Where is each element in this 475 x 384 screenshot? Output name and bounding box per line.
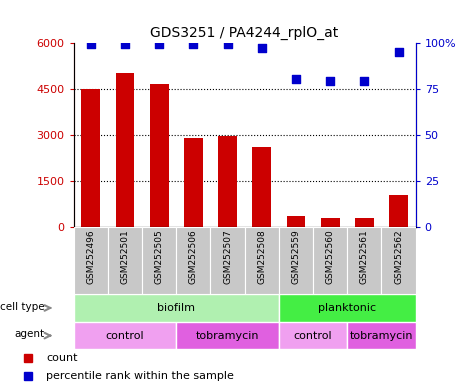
Text: GSM252562: GSM252562 [394, 229, 403, 284]
Text: tobramycin: tobramycin [350, 331, 413, 341]
Bar [313, 227, 347, 294]
Point [224, 41, 231, 48]
Point [292, 76, 300, 83]
Point [155, 41, 163, 48]
Text: GSM252496: GSM252496 [86, 229, 95, 284]
Bar [115, 73, 134, 227]
Bar [347, 322, 416, 349]
Point [121, 41, 129, 48]
Text: control: control [105, 331, 144, 341]
Text: GSM252501: GSM252501 [121, 229, 129, 284]
Bar [355, 218, 374, 227]
Text: cell type: cell type [0, 301, 44, 311]
Bar [321, 218, 340, 227]
Bar [279, 294, 416, 322]
Bar [245, 227, 279, 294]
Point [326, 78, 334, 84]
Title: GDS3251 / PA4244_rplO_at: GDS3251 / PA4244_rplO_at [151, 26, 339, 40]
Point [258, 45, 266, 51]
Bar [74, 294, 279, 322]
Bar [279, 227, 313, 294]
Point [395, 49, 402, 55]
Bar [347, 227, 381, 294]
Text: count: count [46, 353, 77, 362]
Point [87, 41, 95, 48]
Text: GSM252559: GSM252559 [292, 229, 300, 284]
Text: percentile rank within the sample: percentile rank within the sample [46, 371, 234, 381]
Bar [150, 84, 169, 227]
Bar [286, 216, 305, 227]
Point [361, 78, 368, 84]
Text: GSM252506: GSM252506 [189, 229, 198, 284]
Bar [74, 322, 176, 349]
Bar [108, 227, 142, 294]
Bar [81, 89, 100, 227]
Text: GSM252505: GSM252505 [155, 229, 163, 284]
Bar [74, 227, 108, 294]
Text: biofilm: biofilm [157, 303, 195, 313]
Bar [218, 136, 237, 227]
Text: GSM252560: GSM252560 [326, 229, 334, 284]
Text: tobramycin: tobramycin [196, 331, 259, 341]
Text: planktonic: planktonic [318, 303, 376, 313]
Text: control: control [294, 331, 332, 341]
Bar [176, 322, 279, 349]
Bar [252, 147, 271, 227]
Bar [389, 195, 408, 227]
Bar [279, 322, 347, 349]
Text: agent: agent [14, 329, 44, 339]
Bar [176, 227, 210, 294]
Text: GSM252561: GSM252561 [360, 229, 369, 284]
Text: GSM252508: GSM252508 [257, 229, 266, 284]
Bar [210, 227, 245, 294]
Bar [184, 138, 203, 227]
Bar [381, 227, 416, 294]
Point [190, 41, 197, 48]
Bar [142, 227, 176, 294]
Text: GSM252507: GSM252507 [223, 229, 232, 284]
